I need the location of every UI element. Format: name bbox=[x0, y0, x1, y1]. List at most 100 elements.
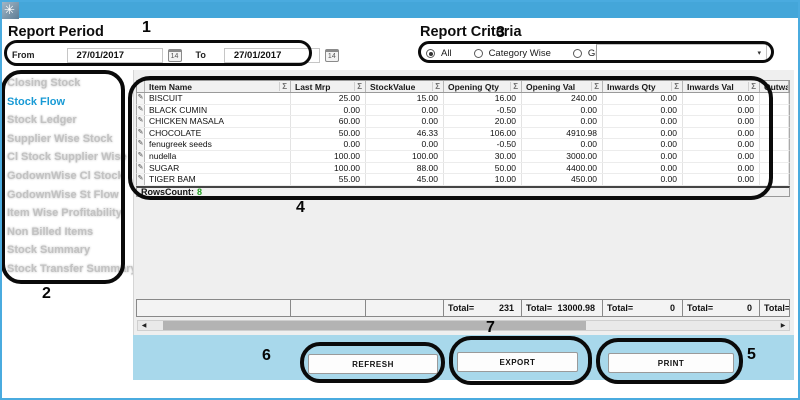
cell-inwards-val: 0.00 bbox=[683, 93, 760, 104]
cell-last-mrp: 0.00 bbox=[291, 139, 366, 150]
header-opening-qty[interactable]: Opening Qty Σ bbox=[444, 81, 522, 92]
sidebar-item-stock-flow[interactable]: Stock Flow bbox=[7, 95, 66, 108]
header-inwards-qty[interactable]: Inwards Qty Σ bbox=[603, 81, 683, 92]
cell-outwards bbox=[760, 150, 789, 162]
table-row[interactable]: ✎ BLACK CUMIN 0.00 0.00 -0.50 0.00 0.00 … bbox=[136, 104, 790, 117]
to-calendar-icon[interactable]: 14 bbox=[324, 48, 339, 62]
cell-opening-qty: -0.50 bbox=[444, 104, 522, 116]
header-outwards[interactable]: Outwa bbox=[760, 81, 789, 92]
cell-last-mrp: 25.00 bbox=[291, 93, 366, 104]
cell-inwards-qty: 0.00 bbox=[603, 127, 683, 139]
sidebar-item-cl-stock-supplier-wise[interactable]: Cl Stock Supplier Wise bbox=[7, 151, 127, 164]
table-row[interactable]: ✎ BISCUIT 25.00 15.00 16.00 240.00 0.00 … bbox=[136, 93, 790, 105]
total-opening-val: Total= 13000.98 bbox=[522, 299, 603, 317]
sigma-icon[interactable]: Σ bbox=[279, 82, 289, 91]
header-last-mrp[interactable]: Last Mrp Σ bbox=[291, 81, 366, 92]
report-period-heading: Report Period bbox=[8, 24, 104, 40]
cell-last-mrp: 0.00 bbox=[291, 104, 366, 116]
header-stockvalue[interactable]: StockValue Σ bbox=[366, 81, 444, 92]
cell-inwards-val: 0.00 bbox=[683, 127, 760, 139]
table-row[interactable]: ✎ nudella 100.00 100.00 30.00 3000.00 0.… bbox=[136, 150, 790, 163]
table-row[interactable]: ✎ SUGAR 100.00 88.00 50.00 4400.00 0.00 … bbox=[136, 162, 790, 175]
header-opening-val[interactable]: Opening Val Σ bbox=[522, 81, 603, 92]
sidebar-item-stock-ledger[interactable]: Stock Ledger bbox=[7, 114, 77, 127]
sigma-icon[interactable]: Σ bbox=[432, 82, 442, 91]
chevron-down-icon: ▾ bbox=[757, 50, 761, 57]
sigma-icon[interactable]: Σ bbox=[671, 82, 681, 91]
table-row[interactable]: ✎ CHOCOLATE 50.00 46.33 106.00 4910.98 0… bbox=[136, 127, 790, 140]
table-row[interactable]: ✎ TIGER BAM 55.00 45.00 10.00 450.00 0.0… bbox=[136, 174, 790, 186]
cell-inwards-qty: 0.00 bbox=[603, 93, 683, 104]
sidebar: Closing Stock Stock Flow Stock Ledger Su… bbox=[0, 70, 137, 396]
cell-stockvalue: 0.00 bbox=[366, 104, 444, 116]
sigma-icon[interactable]: Σ bbox=[591, 82, 601, 91]
scroll-left-icon[interactable]: ◀ bbox=[141, 323, 147, 329]
row-count-label: RowsCount: bbox=[141, 186, 194, 197]
header-inwards-val[interactable]: Inwards Val Σ bbox=[683, 81, 760, 92]
cell-inwards-qty: 0.00 bbox=[603, 139, 683, 150]
to-date-field[interactable]: 27/01/2017 bbox=[223, 47, 320, 63]
header-selector bbox=[137, 81, 145, 92]
cell-outwards bbox=[760, 139, 789, 150]
sidebar-item-stock-transfer-summary[interactable]: Stock Transfer Summary bbox=[7, 262, 137, 275]
cell-opening-val: 3000.00 bbox=[522, 150, 603, 162]
cell-item-name: SUGAR bbox=[145, 162, 291, 174]
horizontal-scrollbar[interactable]: ◀ ▶ bbox=[137, 320, 790, 331]
cell-opening-qty: 20.00 bbox=[444, 116, 522, 127]
export-button[interactable]: EXPORT bbox=[457, 352, 578, 372]
header-label: Item Name bbox=[149, 81, 192, 92]
cell-opening-val: 450.00 bbox=[522, 174, 603, 185]
sidebar-item-item-wise-profitability[interactable]: Item Wise Profitability bbox=[7, 207, 122, 220]
radio-all[interactable] bbox=[426, 48, 435, 58]
sidebar-item-stock-summary[interactable]: Stock Summary bbox=[7, 244, 91, 257]
header-label: Inwards Val bbox=[687, 81, 734, 92]
radio-category-wise-label: Category Wise bbox=[488, 47, 551, 59]
report-period-controls: From 27/01/2017 14 To 27/01/2017 14 bbox=[12, 46, 339, 64]
cell-opening-qty: 106.00 bbox=[444, 127, 522, 139]
sidebar-item-godownwise-cl-stock[interactable]: GodownWise Cl Stock bbox=[7, 169, 124, 182]
sigma-icon[interactable]: Σ bbox=[748, 82, 758, 91]
print-button[interactable]: PRINT bbox=[608, 353, 734, 373]
cell-inwards-qty: 0.00 bbox=[603, 116, 683, 127]
total-inwards-val: Total= 0 bbox=[683, 299, 760, 317]
cell-item-name: BISCUIT bbox=[145, 93, 291, 104]
from-date-field[interactable]: 27/01/2017 bbox=[66, 47, 163, 63]
cell-inwards-val: 0.00 bbox=[683, 162, 760, 174]
row-count-value: 8 bbox=[197, 186, 203, 197]
cell-stockvalue: 45.00 bbox=[366, 174, 444, 185]
sidebar-item-supplier-wise-stock[interactable]: Supplier Wise Stock bbox=[7, 132, 113, 145]
row-count-bar: RowsCount: 8 bbox=[136, 185, 790, 197]
cell-opening-val: 240.00 bbox=[522, 93, 603, 104]
scrollbar-thumb[interactable] bbox=[163, 321, 586, 330]
cell-inwards-qty: 0.00 bbox=[603, 162, 683, 174]
titlebar bbox=[2, 2, 798, 18]
sigma-icon[interactable]: Σ bbox=[510, 82, 520, 91]
cell-opening-val: 0.00 bbox=[522, 139, 603, 150]
table-header-row: Item Name Σ Last Mrp Σ StockValue Σ Opening… bbox=[136, 80, 790, 93]
refresh-button[interactable]: REFRESH bbox=[308, 354, 438, 374]
sidebar-item-godownwise-st-flow[interactable]: GodownWise St Flow bbox=[7, 188, 119, 201]
scroll-right-icon[interactable]: ▶ bbox=[780, 323, 786, 329]
radio-group-wise[interactable] bbox=[572, 48, 582, 58]
cell-item-name: BLACK CUMIN bbox=[145, 104, 291, 116]
header-item-name[interactable]: Item Name Σ bbox=[145, 81, 291, 92]
cell-last-mrp: 100.00 bbox=[291, 150, 366, 162]
from-calendar-icon[interactable]: 14 bbox=[167, 48, 182, 62]
criteria-dropdown[interactable]: ▾ bbox=[596, 44, 767, 61]
total-inwards-qty: Total= 0 bbox=[603, 299, 683, 317]
radio-category-wise[interactable] bbox=[473, 48, 483, 58]
row-pencil-icon: ✎ bbox=[137, 150, 145, 162]
table-row[interactable]: ✎ fenugreek seeds 0.00 0.00 -0.50 0.00 0… bbox=[136, 139, 790, 151]
cell-item-name: nudella bbox=[145, 150, 291, 162]
scrollbar-track[interactable] bbox=[150, 321, 777, 330]
row-pencil-icon: ✎ bbox=[137, 174, 145, 185]
sigma-icon[interactable]: Σ bbox=[354, 82, 364, 91]
sidebar-item-closing-stock[interactable]: Closing Stock bbox=[7, 77, 81, 89]
cell-inwards-qty: 0.00 bbox=[603, 150, 683, 162]
cell-inwards-qty: 0.00 bbox=[603, 104, 683, 116]
cell-outwards bbox=[760, 116, 789, 127]
table-row[interactable]: ✎ CHICKEN MASALA 60.00 0.00 20.00 0.00 0… bbox=[136, 116, 790, 128]
sidebar-item-non-billed-items[interactable]: Non Billed Items bbox=[7, 225, 94, 238]
cell-opening-val: 4910.98 bbox=[522, 127, 603, 139]
cell-opening-qty: 50.00 bbox=[444, 162, 522, 174]
